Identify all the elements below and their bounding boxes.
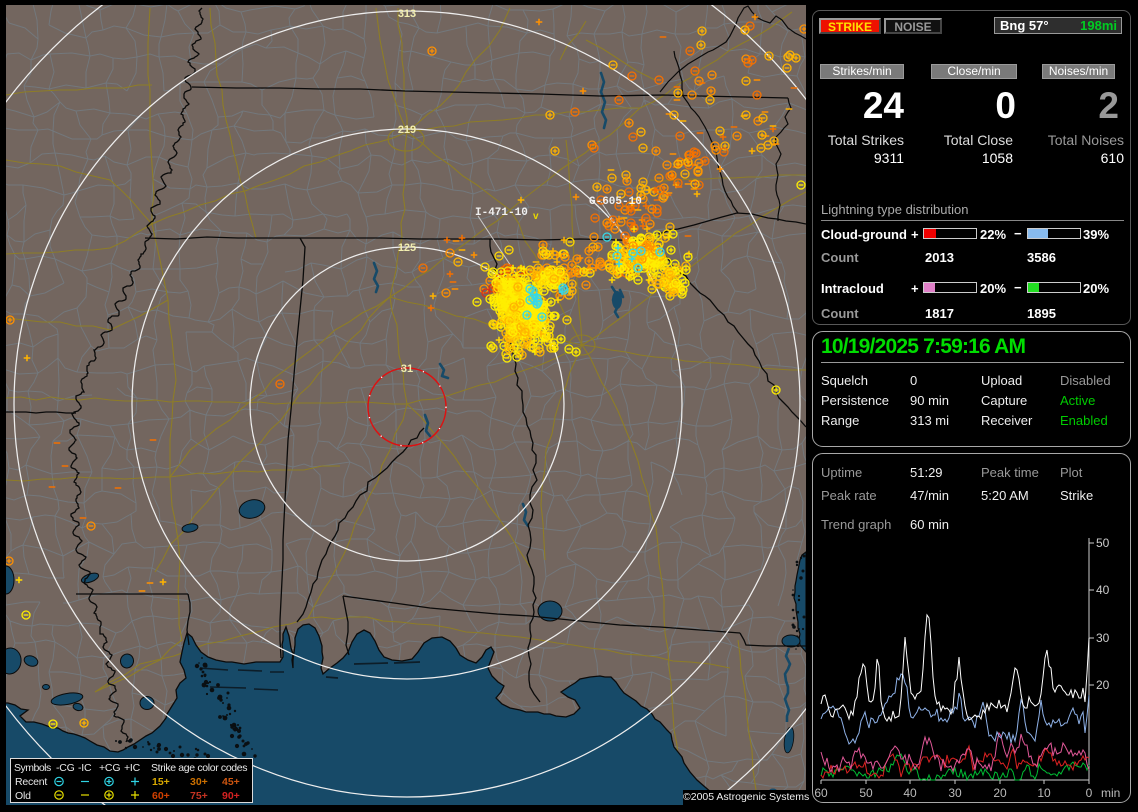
svg-text:+CG: +CG <box>99 762 120 774</box>
svg-text:20: 20 <box>1096 678 1110 692</box>
svg-text:60: 60 <box>814 786 828 800</box>
svg-text:90+: 90+ <box>222 790 240 802</box>
svg-text:50: 50 <box>859 786 873 800</box>
svg-text:15+: 15+ <box>152 776 170 788</box>
svg-text:31: 31 <box>401 363 413 375</box>
svg-text:Old: Old <box>15 790 31 802</box>
svg-text:20: 20 <box>993 786 1007 800</box>
svg-text:75+: 75+ <box>190 790 208 802</box>
svg-text:-CG: -CG <box>56 762 75 774</box>
svg-text:Symbols: Symbols <box>14 762 51 774</box>
svg-text:125: 125 <box>398 242 416 254</box>
svg-text:313: 313 <box>398 8 416 20</box>
svg-text:10: 10 <box>1037 786 1051 800</box>
svg-text:v: v <box>533 211 539 222</box>
svg-text:219: 219 <box>398 124 416 136</box>
svg-text:+IC: +IC <box>124 762 141 774</box>
svg-text:G-605-10: G-605-10 <box>589 196 642 208</box>
svg-text:45+: 45+ <box>222 776 240 788</box>
svg-text:40: 40 <box>903 786 917 800</box>
svg-text:50: 50 <box>1096 536 1110 550</box>
svg-text:Strike age color codes: Strike age color codes <box>151 762 247 774</box>
svg-text:60+: 60+ <box>152 790 170 802</box>
svg-text:-IC: -IC <box>78 762 92 774</box>
svg-text:I-471-10: I-471-10 <box>475 207 528 219</box>
svg-text:30+: 30+ <box>190 776 208 788</box>
svg-text:40: 40 <box>1096 583 1110 597</box>
svg-text:30: 30 <box>1096 631 1110 645</box>
svg-text:min: min <box>1101 786 1120 800</box>
svg-text:Recent: Recent <box>15 776 47 788</box>
svg-text:0: 0 <box>1086 786 1093 800</box>
svg-text:30: 30 <box>948 786 962 800</box>
